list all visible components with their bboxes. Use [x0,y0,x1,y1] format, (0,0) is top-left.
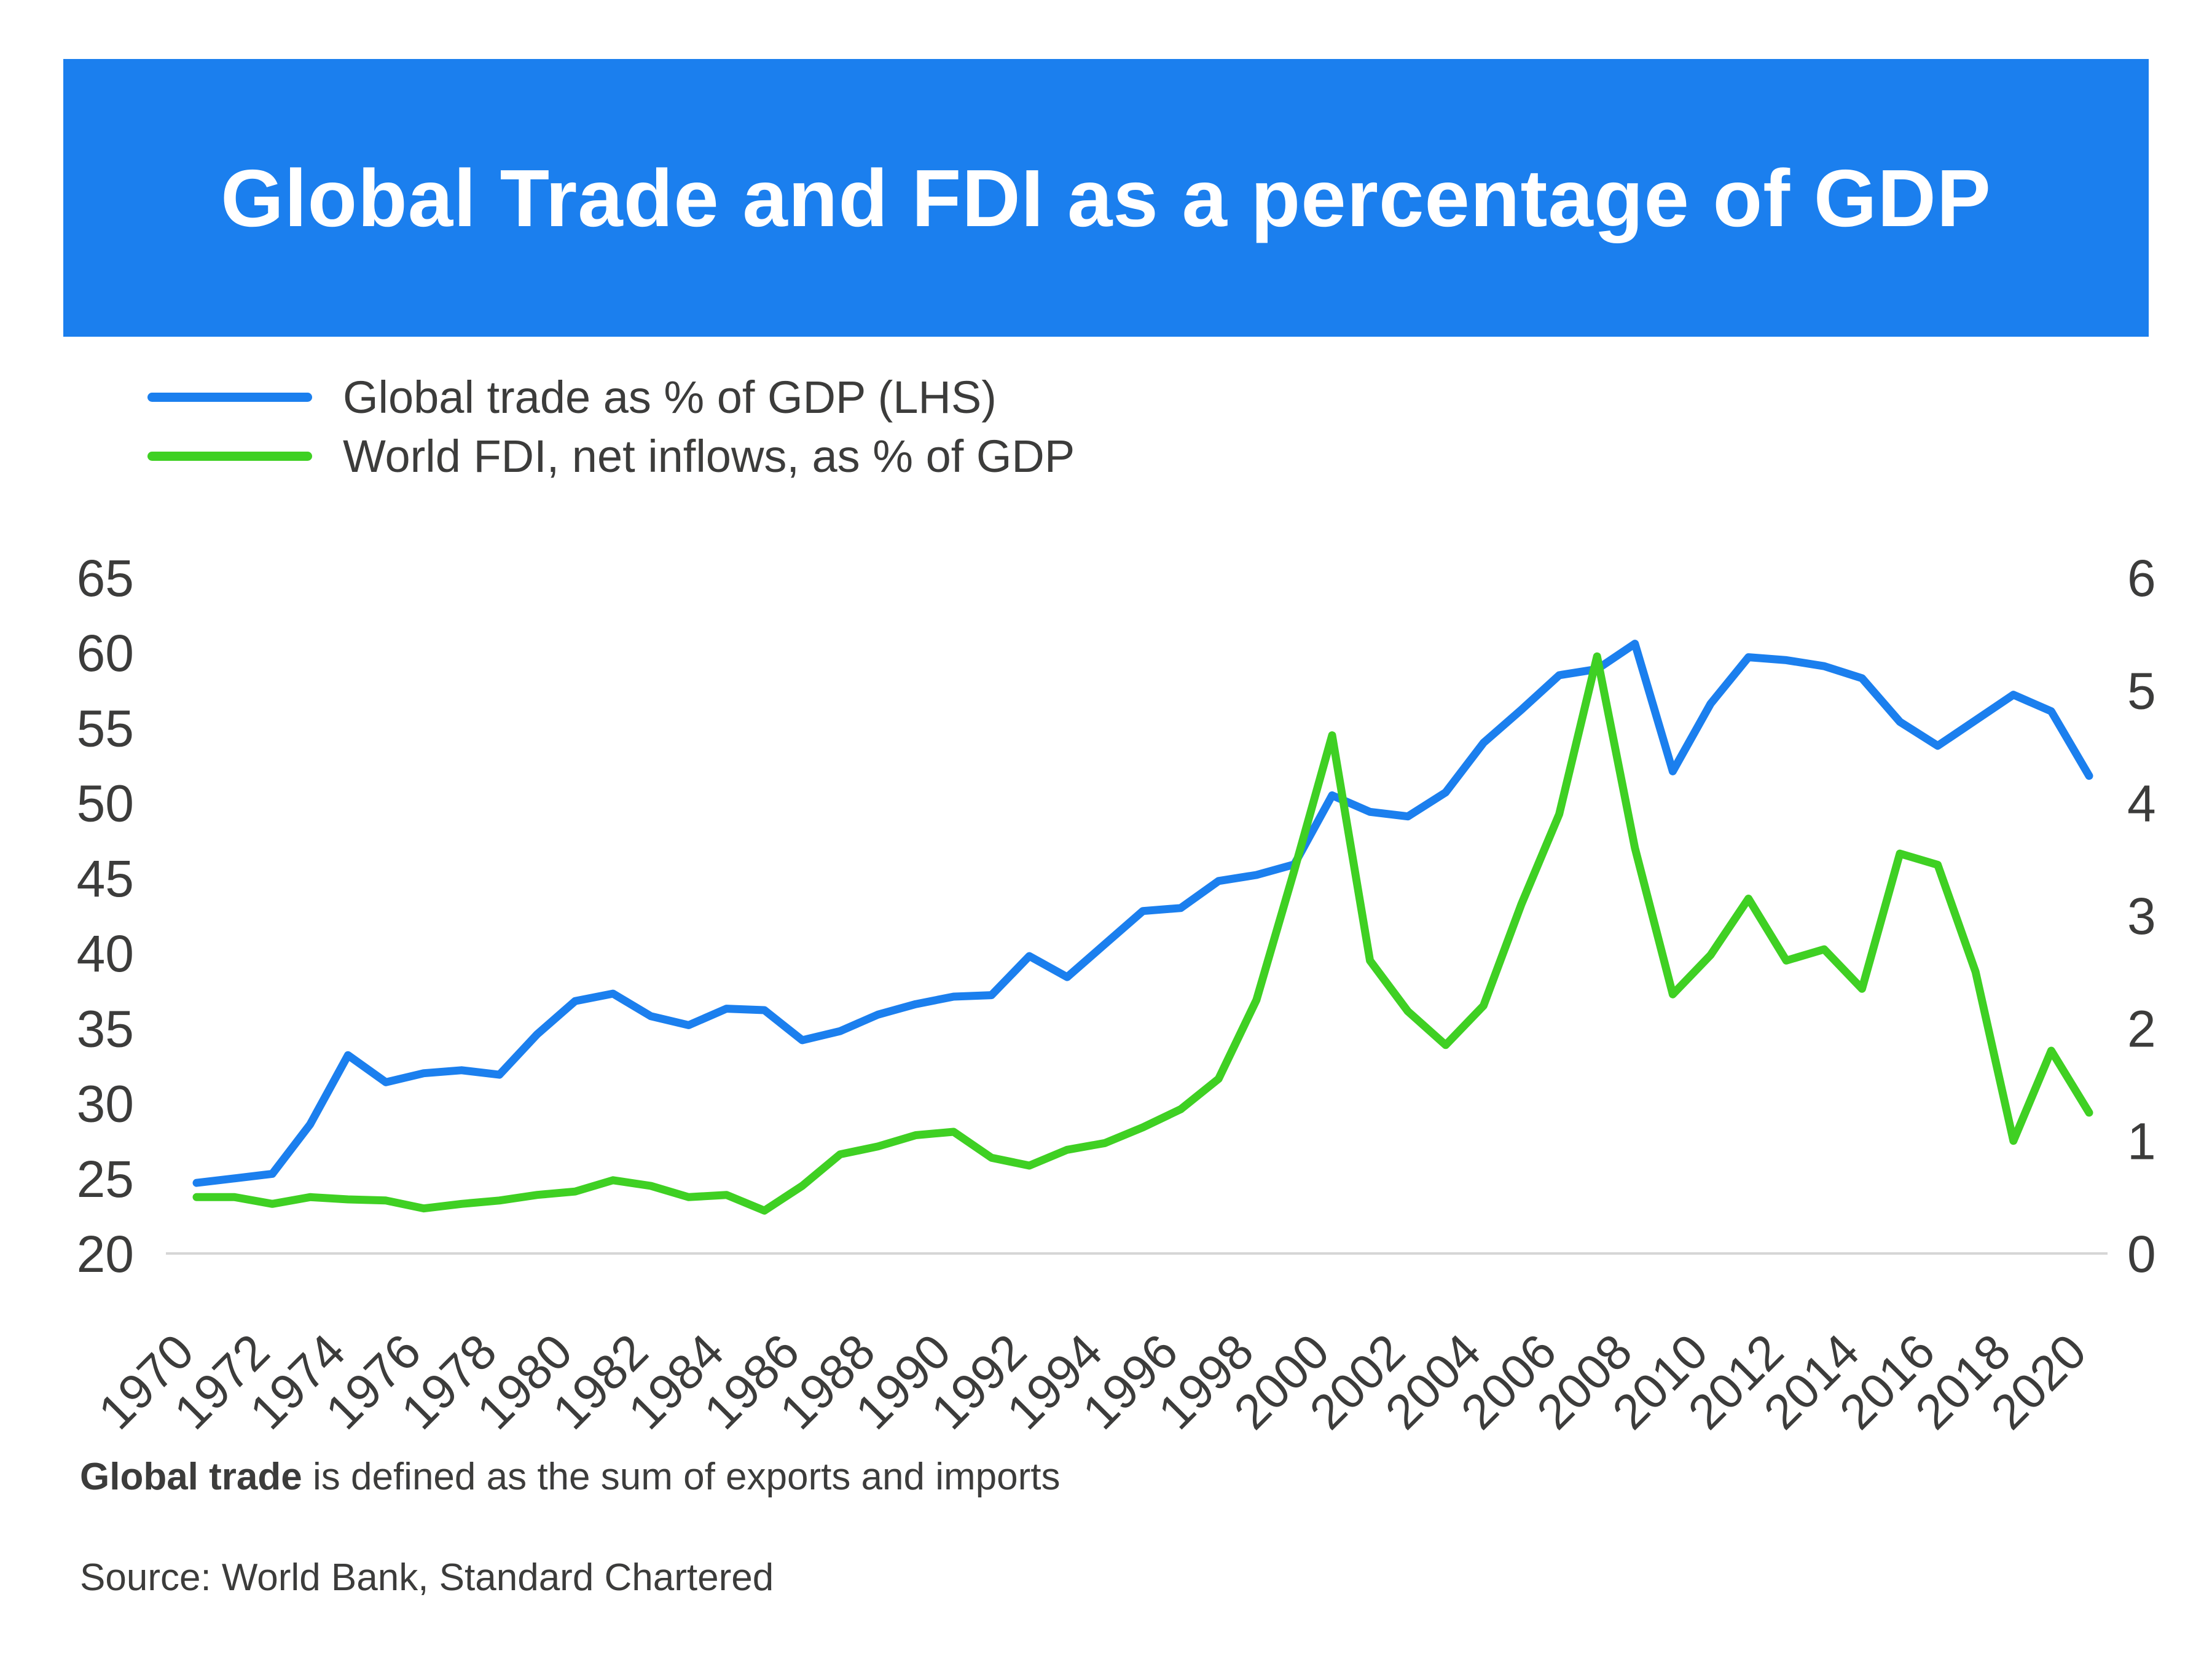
svg-text:2: 2 [2127,1000,2156,1057]
svg-text:40: 40 [77,925,134,982]
legend-item-fdi: World FDI, net inflows, as % of GDP [147,426,1075,485]
svg-text:5: 5 [2127,662,2156,720]
title-banner: Global Trade and FDI as a percentage of … [63,59,2149,337]
svg-text:6: 6 [2127,549,2156,607]
legend-item-trade: Global trade as % of GDP (LHS) [147,367,1075,426]
svg-text:30: 30 [77,1075,134,1133]
trade-line-swatch [147,392,312,402]
definition-text: is defined as the sum of exports and imp… [302,1456,1061,1498]
svg-text:4: 4 [2127,775,2156,833]
svg-text:65: 65 [77,549,134,607]
line-chart: 6560555045403530252065432101970197219741… [77,549,2156,1440]
legend-label-fdi: World FDI, net inflows, as % of GDP [343,430,1075,482]
legend: Global trade as % of GDP (LHS) World FDI… [147,367,1075,485]
svg-text:20: 20 [77,1225,134,1283]
svg-text:50: 50 [77,775,134,833]
fdi-line-swatch [147,451,312,461]
source-note: Source: World Bank, Standard Chartered [80,1556,774,1599]
svg-text:0: 0 [2127,1225,2156,1283]
definition-footnote: Global trade is defined as the sum of ex… [80,1455,1060,1499]
svg-text:60: 60 [77,624,134,682]
svg-text:25: 25 [77,1150,134,1208]
svg-text:55: 55 [77,699,134,757]
svg-text:45: 45 [77,850,134,908]
chart-area: 65 60 55 50 45 40 35 30 25 20 6 5 4 3 2 1 0 1970 1972 1974 1… [0,528,2212,1469]
definition-term: Global trade [80,1456,302,1498]
legend-label-trade: Global trade as % of GDP (LHS) [343,371,997,423]
svg-text:3: 3 [2127,887,2156,945]
svg-text:1: 1 [2127,1113,2156,1171]
svg-text:35: 35 [77,1000,134,1057]
page-title: Global Trade and FDI as a percentage of … [221,152,1991,243]
